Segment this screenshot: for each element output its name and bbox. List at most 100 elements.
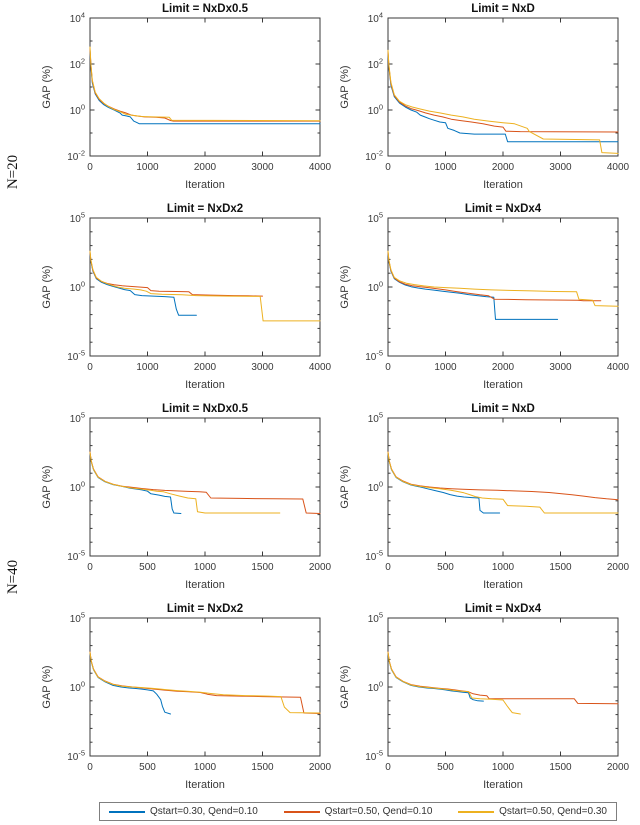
svg-text:0: 0: [87, 362, 93, 373]
svg-text:Iteration: Iteration: [483, 779, 523, 791]
svg-text:105: 105: [368, 611, 383, 626]
svg-text:4000: 4000: [309, 362, 332, 373]
svg-text:100: 100: [70, 680, 85, 695]
svg-text:102: 102: [368, 57, 383, 72]
svg-text:1500: 1500: [251, 762, 274, 773]
svg-text:3000: 3000: [549, 362, 572, 373]
svg-text:2000: 2000: [309, 562, 332, 573]
svg-text:0: 0: [87, 762, 93, 773]
svg-text:0: 0: [87, 162, 93, 173]
svg-text:10-5: 10-5: [67, 749, 85, 764]
svg-text:104: 104: [70, 11, 85, 26]
svg-text:100: 100: [70, 480, 85, 495]
svg-text:Limit = NxD: Limit = NxD: [471, 403, 535, 415]
legend-label: Qstart=0.30, Qend=0.10: [150, 806, 258, 817]
svg-text:Iteration: Iteration: [483, 179, 523, 191]
subplot-n20-limit-nxdx4: 10-5 100 105 0 1000 2000 3000 4000 Limit = NxDx4…: [339, 203, 630, 391]
svg-text:3000: 3000: [251, 362, 274, 373]
svg-text:500: 500: [139, 562, 156, 573]
svg-text:1000: 1000: [492, 562, 515, 573]
svg-text:GAP (%): GAP (%): [339, 65, 351, 108]
svg-text:10-2: 10-2: [67, 149, 85, 164]
svg-text:1000: 1000: [434, 362, 457, 373]
subplot-n20-limit-nxdx0-5: 10-2 100 102 104 0 1000 2000 3000 4000 Limit = Nx…: [41, 3, 332, 191]
svg-text:10-5: 10-5: [365, 549, 383, 564]
svg-text:2000: 2000: [492, 362, 515, 373]
subplot-n40-limit-nxdx4: 10-5 100 105 0 500 1000 1500 2000 Limit = NxDx4 I…: [339, 603, 630, 791]
subplot-n40-limit-nxd: 10-5 100 105 0 500 1000 1500 2000 Limit = NxD Ite…: [339, 403, 630, 591]
svg-text:500: 500: [437, 762, 454, 773]
svg-text:Limit = NxDx0.5: Limit = NxDx0.5: [162, 403, 249, 415]
svg-text:1000: 1000: [194, 562, 217, 573]
subplot-n40-limit-nxdx2: 10-5 100 105 0 500 1000 1500 2000 Limit = NxDx2 I…: [41, 603, 332, 791]
svg-text:3000: 3000: [251, 162, 274, 173]
subplot-n20-limit-nxdx2: 10-5 100 105 0 1000 2000 3000 4000 Limit = NxDx2…: [41, 203, 332, 391]
svg-text:1000: 1000: [136, 162, 159, 173]
svg-text:10-5: 10-5: [365, 349, 383, 364]
svg-text:10-5: 10-5: [67, 549, 85, 564]
legend-item: Qstart=0.30, Qend=0.10: [109, 806, 258, 817]
svg-text:4000: 4000: [607, 162, 630, 173]
svg-text:Limit = NxDx0.5: Limit = NxDx0.5: [162, 3, 249, 15]
svg-text:105: 105: [70, 611, 85, 626]
svg-text:100: 100: [70, 280, 85, 295]
svg-text:Limit = NxDx2: Limit = NxDx2: [167, 603, 243, 615]
svg-text:Iteration: Iteration: [185, 779, 225, 791]
svg-text:GAP (%): GAP (%): [339, 465, 351, 508]
svg-text:1000: 1000: [194, 762, 217, 773]
row-group-label-text: N=20: [5, 154, 21, 190]
svg-text:100: 100: [368, 680, 383, 695]
svg-text:2000: 2000: [194, 362, 217, 373]
svg-text:4000: 4000: [309, 162, 332, 173]
svg-text:102: 102: [70, 57, 85, 72]
svg-text:1500: 1500: [251, 562, 274, 573]
svg-text:1000: 1000: [136, 362, 159, 373]
svg-text:Iteration: Iteration: [483, 379, 523, 391]
svg-text:Iteration: Iteration: [483, 579, 523, 591]
legend-line-sample-yellow: [458, 810, 495, 813]
svg-text:500: 500: [139, 762, 156, 773]
svg-text:1000: 1000: [492, 762, 515, 773]
svg-text:GAP (%): GAP (%): [339, 265, 351, 308]
legend-line-sample-blue: [109, 810, 145, 813]
svg-text:1500: 1500: [549, 762, 572, 773]
svg-text:2000: 2000: [194, 162, 217, 173]
subplot-n40-limit-nxdx0-5: 10-5 100 105 0 500 1000 1500 2000 Limit = NxDx0.…: [41, 403, 332, 591]
svg-text:GAP (%): GAP (%): [41, 665, 53, 708]
svg-text:105: 105: [70, 211, 85, 226]
legend-item: Qstart=0.50, Qend=0.30: [458, 806, 607, 817]
svg-text:2000: 2000: [607, 562, 630, 573]
legend-label: Qstart=0.50, Qend=0.10: [324, 806, 433, 817]
svg-text:Limit = NxD: Limit = NxD: [471, 3, 535, 15]
svg-text:0: 0: [87, 562, 93, 573]
svg-text:GAP (%): GAP (%): [41, 65, 53, 108]
svg-text:100: 100: [368, 103, 383, 118]
svg-text:10-2: 10-2: [365, 149, 383, 164]
svg-text:2000: 2000: [309, 762, 332, 773]
svg-text:Limit = NxDx4: Limit = NxDx4: [465, 203, 542, 215]
svg-text:100: 100: [368, 280, 383, 295]
subplot-n20-limit-nxd: 10-2 100 102 104 0 1000 2000 3000 4000 Limit = Nx…: [339, 3, 630, 191]
svg-text:2000: 2000: [492, 162, 515, 173]
svg-text:GAP (%): GAP (%): [41, 465, 53, 508]
svg-text:0: 0: [385, 562, 391, 573]
svg-text:104: 104: [368, 11, 383, 26]
svg-text:2000: 2000: [607, 762, 630, 773]
svg-text:Limit = NxDx4: Limit = NxDx4: [465, 603, 542, 615]
svg-text:GAP (%): GAP (%): [339, 665, 351, 708]
svg-text:105: 105: [70, 411, 85, 426]
svg-text:1000: 1000: [434, 162, 457, 173]
legend: Qstart=0.30, Qend=0.10 Qstart=0.50, Qend…: [99, 802, 617, 821]
svg-text:500: 500: [437, 562, 454, 573]
svg-text:10-5: 10-5: [67, 349, 85, 364]
svg-text:1500: 1500: [549, 562, 572, 573]
legend-label: Qstart=0.50, Qend=0.30: [499, 806, 607, 817]
svg-text:0: 0: [385, 362, 391, 373]
svg-text:3000: 3000: [549, 162, 572, 173]
svg-text:Iteration: Iteration: [185, 179, 225, 191]
svg-text:Iteration: Iteration: [185, 379, 225, 391]
svg-text:10-5: 10-5: [365, 749, 383, 764]
svg-text:105: 105: [368, 411, 383, 426]
row-group-label-text: N=40: [5, 559, 21, 595]
